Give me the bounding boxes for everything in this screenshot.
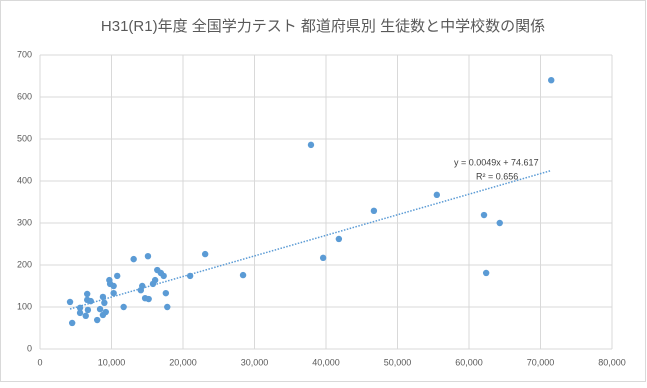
data-point [99,293,107,301]
data-point [162,289,170,297]
data-point [160,272,167,280]
x-tick-label: 80,000 [598,357,626,367]
data-point [433,191,441,199]
x-tick-label: 10,000 [98,357,126,367]
data-point [164,303,171,311]
data-point [186,272,194,280]
x-tick-label: 40,000 [312,357,340,367]
data-point [66,298,74,306]
data-point [335,235,343,243]
data-point [110,289,117,297]
data-point [482,269,490,277]
data-point [480,211,488,219]
data-point [496,219,503,227]
data-point [548,77,555,84]
data-point [94,316,101,324]
y-tick-label: 300 [17,217,32,227]
y-tick-label: 700 [17,49,32,59]
data-point [145,295,152,303]
data-point [87,297,94,305]
data-point [83,290,91,298]
data-point [144,252,152,260]
y-tick-label: 400 [17,175,32,185]
data-point [137,287,145,294]
data-point [130,255,137,263]
data-point [370,207,378,215]
y-tick-label: 0 [27,343,32,353]
data-point [120,303,127,311]
data-point [84,306,92,314]
trendline [69,169,552,310]
y-tick-label: 600 [17,91,32,101]
data-point [82,312,89,320]
data-point [101,299,108,306]
y-tick-label: 500 [17,133,32,143]
chart-title: H31(R1)年度 全国学力テスト 都道府県別 生徒数と中学校数の関係 [101,17,545,35]
data-point [68,319,76,327]
y-tick-label: 100 [17,301,32,311]
x-tick-label: 70,000 [527,357,555,367]
data-point [201,250,209,258]
x-tick-label: 60,000 [455,357,483,367]
data-point [114,272,121,280]
trendline-r-squared: R² = 0.656 [476,171,518,181]
data-point [96,305,104,313]
x-tick-label: 30,000 [241,357,269,367]
data-point [76,304,84,312]
data-point [307,141,315,149]
x-tick-label: 0 [37,357,42,367]
data-point [76,309,84,317]
data-point [149,280,157,288]
data-point [319,254,327,262]
data-point [110,282,117,290]
trendline-equation: y = 0.0049x + 74.617 [454,157,539,167]
x-tick-label: 50,000 [384,357,412,367]
x-tick-label: 20,000 [169,357,197,367]
data-point [239,271,247,279]
y-tick-label: 200 [17,259,32,269]
data-point [99,311,107,319]
